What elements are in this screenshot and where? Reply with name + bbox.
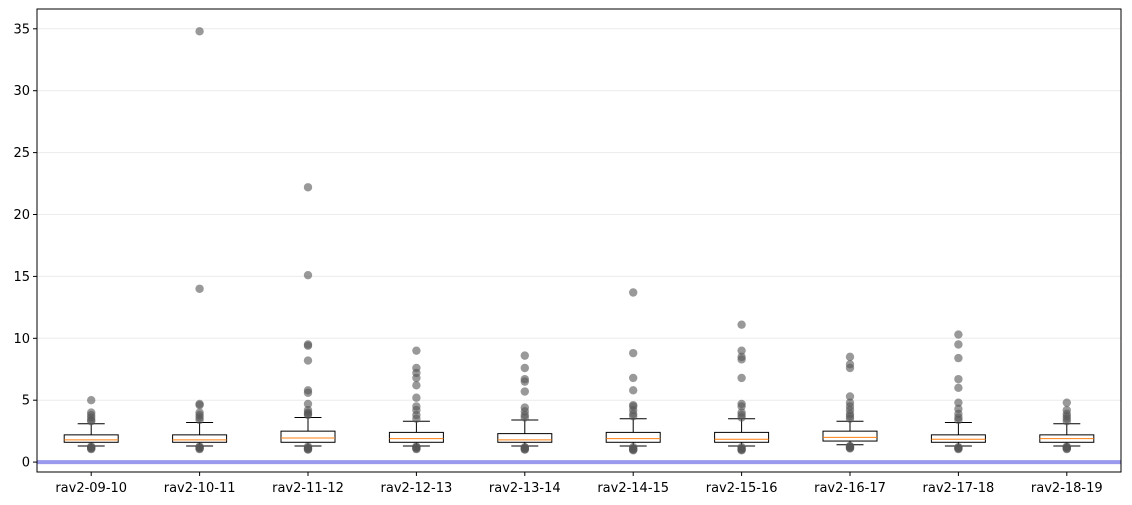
y-tick-label: 5 xyxy=(22,394,30,409)
box-iqr xyxy=(930,434,986,443)
outlier-point xyxy=(1062,398,1072,407)
outlier-point xyxy=(954,353,963,363)
outlier-point xyxy=(629,386,638,395)
x-tick-label: rav2-17-18 xyxy=(923,481,995,496)
y-tick-label: 25 xyxy=(13,146,30,161)
outlier-point xyxy=(629,443,638,452)
outlier-point xyxy=(195,27,204,36)
outlier-point xyxy=(1062,442,1072,451)
box-iqr xyxy=(388,431,444,443)
box-iqr xyxy=(172,434,228,443)
outlier-point xyxy=(195,399,204,409)
y-tick-label: 15 xyxy=(13,270,30,285)
outlier-point xyxy=(954,383,963,393)
x-tick-label: rav2-11-12 xyxy=(272,481,344,496)
plot-frame xyxy=(36,8,1122,473)
outlier-point xyxy=(737,408,746,417)
outlier-point xyxy=(954,443,963,452)
outlier-point xyxy=(954,330,963,339)
box-iqr xyxy=(605,431,661,443)
outlier-point xyxy=(87,408,96,417)
outlier-point xyxy=(520,363,529,373)
outlier-point xyxy=(737,352,746,362)
outlier-point xyxy=(845,352,855,362)
box-iqr xyxy=(714,431,770,443)
outlier-point xyxy=(412,363,421,373)
x-axis-ticks: rav2-09-10 rav2-10-11 rav2-11-12 rav2-12-13… xyxy=(55,472,1103,496)
y-tick-label: 10 xyxy=(13,332,30,347)
outlier-point xyxy=(737,320,746,329)
x-tick-label: rav2-10-11 xyxy=(164,481,236,496)
outlier-point xyxy=(845,392,855,401)
outlier-point xyxy=(737,399,746,409)
y-tick-label: 0 xyxy=(22,456,30,471)
outlier-point xyxy=(303,270,313,280)
outlier-point xyxy=(303,399,313,409)
outlier-point xyxy=(629,400,638,410)
outlier-point xyxy=(303,386,313,395)
outlier-point xyxy=(412,442,421,451)
outlier-point xyxy=(195,284,204,293)
outlier-point xyxy=(520,387,529,396)
box-iqr xyxy=(63,434,119,443)
outlier-point xyxy=(412,346,421,355)
outlier-point xyxy=(737,373,746,383)
box-group xyxy=(605,418,661,447)
outlier-point xyxy=(954,340,963,349)
box-iqr xyxy=(280,430,336,443)
outlier-point xyxy=(412,381,421,390)
outlier-point xyxy=(520,443,529,452)
outlier-point xyxy=(954,374,963,384)
outlier-point xyxy=(1062,405,1072,415)
outlier-point xyxy=(629,373,638,383)
outlier-point xyxy=(195,408,204,417)
outlier-point xyxy=(195,442,204,451)
x-tick-label: rav2-12-13 xyxy=(381,481,453,496)
grid-lines xyxy=(37,28,1121,463)
outlier-point xyxy=(737,443,746,452)
y-axis-ticks: 0 5 10 15 20 25 30 35 xyxy=(13,22,37,471)
outlier-point xyxy=(520,403,529,412)
outlier-point xyxy=(303,442,313,451)
box-iqr xyxy=(822,430,878,442)
outlier-point xyxy=(412,393,421,402)
outlier-point xyxy=(303,405,313,415)
outlier-point xyxy=(303,340,313,349)
y-tick-label: 35 xyxy=(13,22,30,37)
box-iqr xyxy=(497,433,553,443)
outlier-point xyxy=(737,346,746,355)
x-tick-label: rav2-18-19 xyxy=(1031,481,1103,496)
x-tick-label: rav2-13-14 xyxy=(489,481,561,496)
outliers-layer xyxy=(87,27,1072,455)
outlier-point xyxy=(303,183,313,192)
x-tick-label: rav2-15-16 xyxy=(706,481,778,496)
outlier-point xyxy=(845,360,855,369)
x-tick-label: rav2-16-17 xyxy=(814,481,886,496)
x-tick-label: rav2-14-15 xyxy=(597,481,669,496)
outlier-point xyxy=(954,398,963,407)
outlier-point xyxy=(954,404,963,414)
outlier-point xyxy=(87,442,96,451)
outlier-point xyxy=(845,441,855,451)
x-tick-label: rav2-09-10 xyxy=(55,481,127,496)
outlier-point xyxy=(845,398,855,407)
outlier-point xyxy=(87,395,96,405)
y-tick-label: 30 xyxy=(13,84,30,99)
box-group xyxy=(1039,423,1095,447)
outlier-point xyxy=(520,374,529,384)
outlier-point xyxy=(520,351,529,360)
outlier-point xyxy=(629,348,638,358)
outlier-point xyxy=(412,402,421,411)
y-tick-label: 20 xyxy=(13,208,30,223)
outlier-point xyxy=(303,356,313,365)
outlier-point xyxy=(629,288,638,297)
